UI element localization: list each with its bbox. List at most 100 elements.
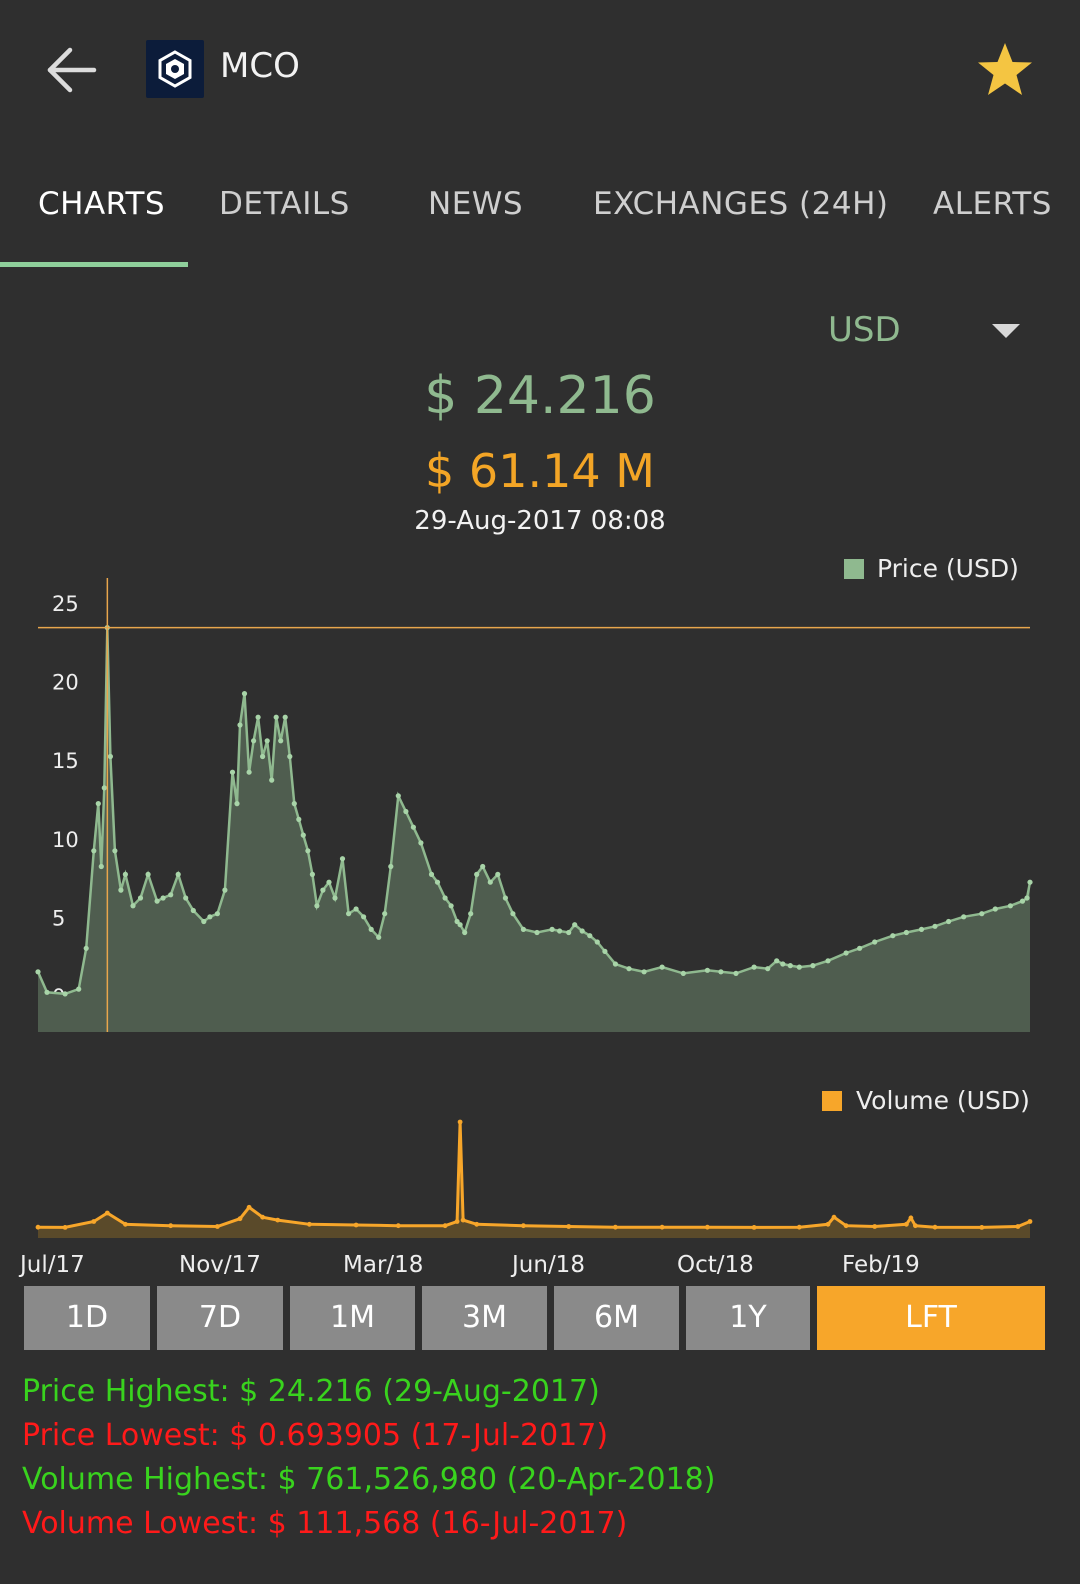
chevron-down-icon[interactable] [992,324,1020,338]
range-1m-button[interactable]: 1M [290,1286,415,1350]
price-point [932,923,938,929]
range-6m-button[interactable]: 6M [554,1286,679,1350]
tab-details[interactable]: DETAILS [219,186,350,222]
x-axis-label: Jul/17 [20,1252,85,1278]
volume-point [521,1223,526,1229]
range-7d-button[interactable]: 7D [157,1286,283,1350]
price-point [872,939,878,945]
price-point [190,907,196,914]
price-point [255,714,261,720]
volume-point [123,1221,128,1227]
price-point [368,926,374,932]
currency-dropdown[interactable]: USD [828,310,901,350]
volume-point [872,1224,878,1229]
current-volume: $ 61.14 M [425,444,655,498]
price-point [890,933,896,939]
x-axis-label: Mar/18 [343,1252,424,1278]
price-point [474,871,480,877]
volume-point [275,1217,281,1223]
price-point [549,926,555,932]
volume-point [796,1224,802,1230]
tab-exchanges[interactable]: EXCHANGES (24H) [593,186,889,222]
volume-point [246,1204,252,1210]
volume-chart[interactable] [0,1110,1080,1245]
volume-point [91,1219,97,1224]
price-point [76,986,82,992]
volume-highest-stat: Volume Highest: $ 761,526,980 (20-Apr-20… [22,1462,716,1497]
price-point [326,879,332,885]
price-point [418,840,424,846]
price-point [305,848,311,854]
price-point [168,892,174,898]
volume-point [904,1221,909,1227]
price-point [579,928,585,934]
price-point [480,863,486,870]
range-1y-button[interactable]: 1Y [686,1286,810,1350]
price-point [154,898,160,904]
volume-point [260,1214,265,1220]
price-point [44,989,50,995]
price-point [1019,898,1026,904]
arrow-left-icon[interactable] [44,44,100,96]
price-point [946,918,952,925]
price-point [572,922,578,928]
price-point [278,738,284,744]
active-tab-indicator [0,262,188,267]
price-point [395,793,401,799]
volume-point [307,1221,312,1227]
volume-point [908,1215,914,1221]
price-point [566,929,572,936]
price-point [201,918,207,925]
tab-alerts[interactable]: ALERTS [933,186,1052,222]
price-point [269,777,275,783]
volume-point [751,1225,757,1230]
price-point [428,871,435,877]
range-1d-button[interactable]: 1D [24,1286,150,1350]
price-point [733,970,739,976]
price-point [961,914,967,920]
tab-news[interactable]: NEWS [428,186,524,222]
volume-legend-label: Volume (USD) [856,1086,1030,1115]
price-point [520,926,527,932]
price-legend-label: Price (USD) [877,554,1019,583]
price-highest-stat: Price Highest: $ 24.216 (29-Aug-2017) [22,1374,600,1409]
volume-line [37,1121,1031,1229]
range-3m-button[interactable]: 3M [422,1286,547,1350]
range-lifetime-button[interactable]: LFT [817,1286,1045,1350]
volume-point [35,1224,41,1230]
price-point [183,895,189,901]
price-point [145,871,151,877]
price-point [612,961,619,967]
price-point [1024,895,1030,901]
y-axis-tick-label: 25 [52,592,79,616]
price-point [160,895,166,901]
price-point [510,911,516,917]
price-chart[interactable]: 0510152025 [0,570,1080,1040]
price-point [594,939,600,945]
price-point [291,801,297,807]
volume-legend-swatch [822,1091,842,1111]
price-point [246,769,252,775]
price-point [765,966,771,972]
price-point [251,738,257,744]
price-point [300,832,306,838]
price-point [346,911,352,917]
volume-point [979,1225,985,1230]
x-axis-label: Feb/19 [842,1252,920,1278]
price-point [718,969,724,975]
price-point [237,722,243,728]
tab-charts[interactable]: CHARTS [38,186,166,222]
star-icon[interactable] [974,40,1036,100]
price-point [918,926,925,932]
price-point [457,922,463,928]
price-point [376,934,382,940]
volume-point [1027,1219,1033,1224]
price-point [1027,879,1033,885]
price-point [992,906,998,912]
selected-timestamp: 29-Aug-2017 08:08 [414,506,666,536]
price-point [410,824,416,830]
volume-point [825,1221,831,1227]
price-point [282,714,288,720]
price-point [264,738,270,744]
price-point [101,785,107,791]
